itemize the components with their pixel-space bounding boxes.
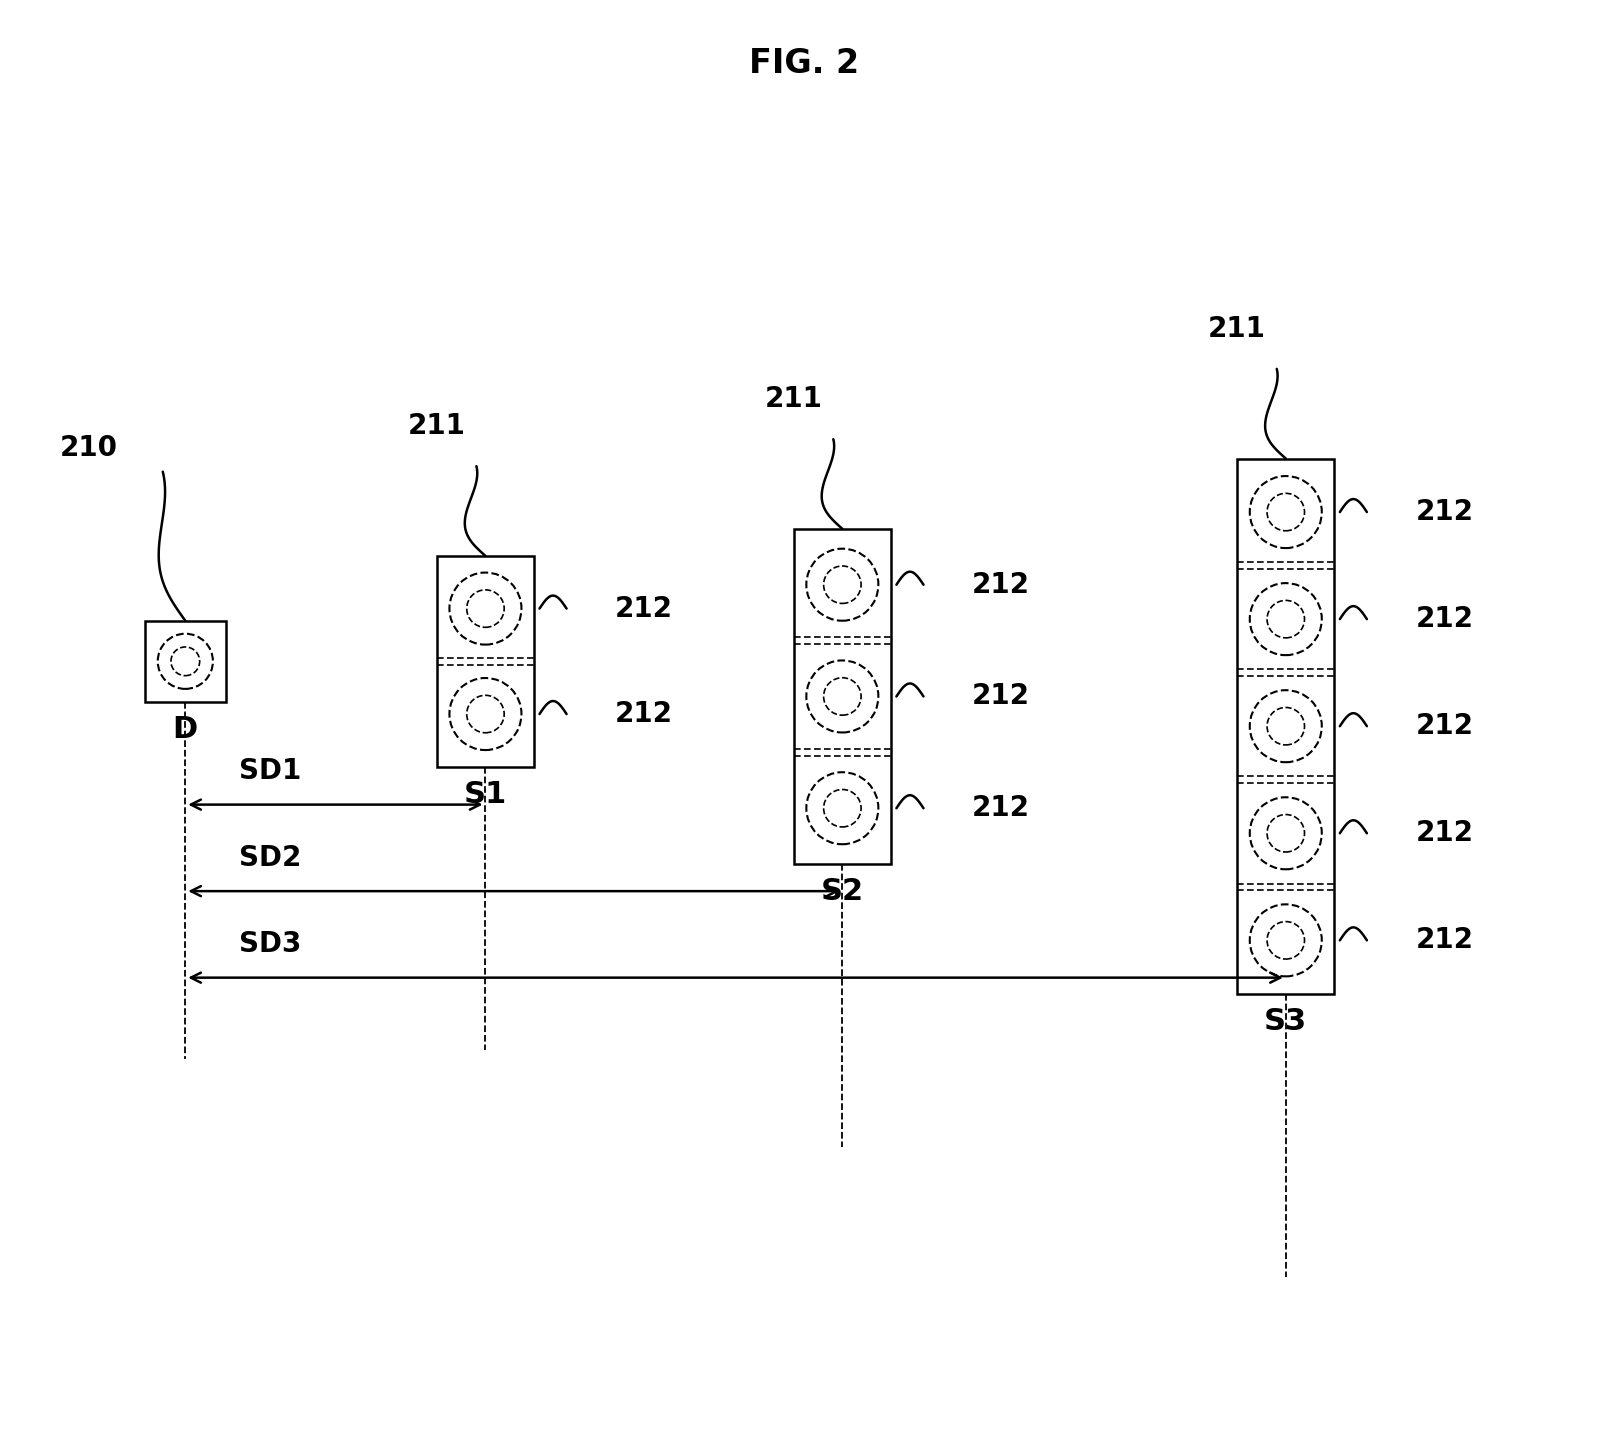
Text: 212: 212 [1416, 605, 1474, 634]
Text: 211: 211 [764, 385, 822, 412]
Bar [145, 621, 225, 702]
Text: 212: 212 [615, 700, 673, 728]
Text: FIG. 2: FIG. 2 [750, 48, 859, 80]
Text: 212: 212 [972, 570, 1030, 599]
Text: SD2: SD2 [240, 844, 302, 871]
Text: S3: S3 [1265, 1007, 1308, 1036]
Text: 212: 212 [1416, 926, 1474, 955]
Text: D: D [172, 715, 198, 744]
Text: 211: 211 [407, 412, 465, 440]
Text: 210: 210 [60, 434, 117, 462]
Text: 212: 212 [1416, 819, 1474, 848]
Text: S1: S1 [463, 780, 507, 809]
Text: 212: 212 [1416, 712, 1474, 741]
Text: SD1: SD1 [240, 757, 301, 786]
Bar [1237, 459, 1334, 994]
Text: 211: 211 [1208, 315, 1266, 343]
Text: SD3: SD3 [240, 930, 302, 958]
Bar [436, 556, 534, 767]
Text: 212: 212 [615, 595, 673, 622]
Text: 212: 212 [972, 794, 1030, 822]
Bar [793, 528, 891, 864]
Text: 212: 212 [972, 683, 1030, 710]
Text: S2: S2 [821, 877, 864, 906]
Text: 212: 212 [1416, 498, 1474, 527]
